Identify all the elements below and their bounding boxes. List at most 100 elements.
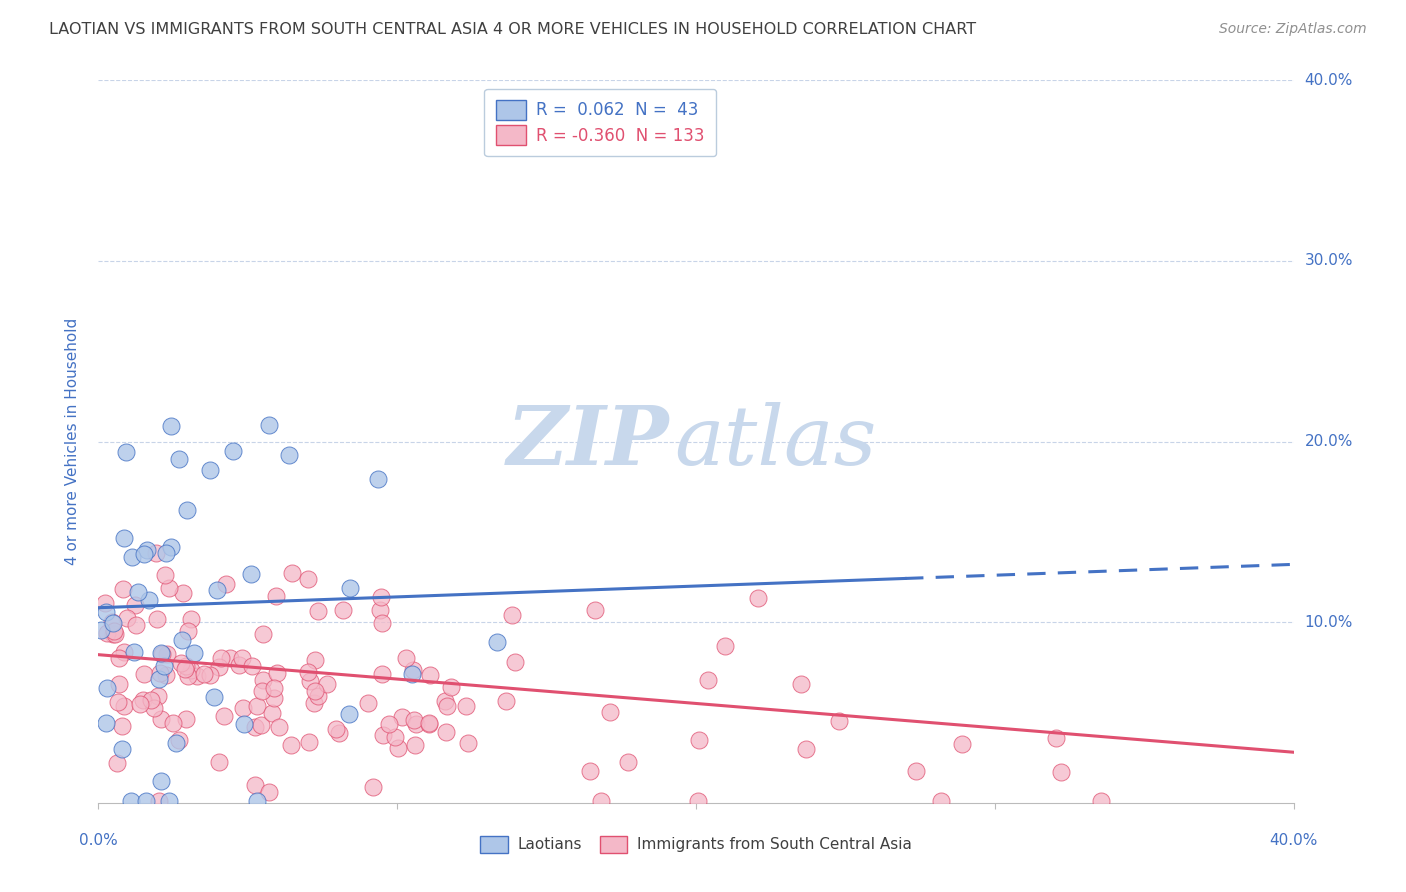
- Point: [135, 794, 157, 808]
- Point: [240, 567, 263, 582]
- Point: [90, 623, 112, 637]
- Point: [114, 445, 136, 459]
- Point: [440, 680, 463, 694]
- Point: [105, 756, 128, 770]
- Point: [264, 590, 287, 604]
- Point: [232, 717, 254, 731]
- Point: [686, 794, 709, 808]
- Point: [162, 715, 184, 730]
- Point: [332, 603, 354, 617]
- Point: [368, 603, 391, 617]
- Point: [138, 593, 160, 607]
- Text: 10.0%: 10.0%: [1305, 615, 1353, 630]
- Text: 40.0%: 40.0%: [1305, 73, 1353, 87]
- Point: [434, 725, 457, 739]
- Point: [132, 547, 155, 561]
- Point: [367, 472, 389, 486]
- Point: [150, 647, 173, 661]
- Point: [232, 700, 254, 714]
- Point: [405, 717, 427, 731]
- Point: [202, 690, 225, 704]
- Point: [167, 733, 190, 747]
- Point: [263, 691, 285, 706]
- Point: [246, 794, 269, 808]
- Point: [108, 651, 131, 665]
- Point: [157, 581, 180, 595]
- Point: [371, 616, 394, 631]
- Point: [208, 660, 231, 674]
- Point: [111, 742, 134, 756]
- Point: [231, 651, 253, 665]
- Text: 30.0%: 30.0%: [1305, 253, 1353, 268]
- Point: [281, 566, 304, 581]
- Point: [170, 656, 193, 670]
- Point: [589, 794, 612, 808]
- Point: [121, 550, 143, 565]
- Point: [308, 689, 330, 703]
- Point: [156, 647, 179, 661]
- Text: LAOTIAN VS IMMIGRANTS FROM SOUTH CENTRAL ASIA 4 OR MORE VEHICLES IN HOUSEHOLD CO: LAOTIAN VS IMMIGRANTS FROM SOUTH CENTRAL…: [49, 22, 976, 37]
- Point: [139, 693, 162, 707]
- Point: [454, 699, 477, 714]
- Point: [790, 677, 813, 691]
- Point: [395, 651, 418, 665]
- Point: [155, 668, 177, 682]
- Point: [148, 672, 170, 686]
- Point: [384, 730, 406, 744]
- Text: 0.0%: 0.0%: [79, 833, 118, 848]
- Point: [579, 764, 602, 778]
- Point: [252, 673, 274, 687]
- Legend: Laotians, Immigrants from South Central Asia: Laotians, Immigrants from South Central …: [472, 829, 920, 860]
- Point: [240, 659, 263, 673]
- Point: [120, 794, 142, 808]
- Point: [212, 709, 235, 723]
- Point: [153, 568, 176, 582]
- Point: [228, 658, 250, 673]
- Point: [136, 542, 159, 557]
- Point: [252, 627, 274, 641]
- Point: [107, 695, 129, 709]
- Point: [747, 591, 769, 606]
- Point: [828, 714, 851, 728]
- Point: [298, 674, 321, 689]
- Point: [280, 738, 302, 752]
- Point: [337, 707, 360, 722]
- Point: [107, 677, 129, 691]
- Point: [177, 668, 200, 682]
- Point: [503, 655, 526, 669]
- Text: atlas: atlas: [675, 401, 877, 482]
- Point: [103, 624, 125, 639]
- Y-axis label: 4 or more Vehicles in Household: 4 or more Vehicles in Household: [65, 318, 80, 566]
- Point: [160, 540, 183, 554]
- Point: [207, 583, 229, 598]
- Point: [404, 713, 426, 727]
- Point: [419, 667, 441, 681]
- Point: [361, 780, 384, 794]
- Point: [277, 448, 299, 462]
- Point: [198, 668, 221, 682]
- Point: [180, 663, 202, 677]
- Point: [172, 586, 194, 600]
- Point: [404, 738, 426, 752]
- Point: [267, 720, 290, 734]
- Point: [176, 503, 198, 517]
- Text: 40.0%: 40.0%: [1270, 833, 1317, 848]
- Point: [153, 659, 176, 673]
- Point: [304, 653, 326, 667]
- Text: 20.0%: 20.0%: [1305, 434, 1353, 449]
- Point: [378, 717, 401, 731]
- Point: [129, 697, 152, 711]
- Point: [174, 658, 197, 673]
- Point: [1045, 731, 1067, 745]
- Point: [328, 726, 350, 740]
- Point: [104, 627, 127, 641]
- Point: [617, 755, 640, 769]
- Point: [297, 572, 319, 586]
- Point: [307, 604, 329, 618]
- Point: [297, 665, 319, 679]
- Point: [114, 645, 136, 659]
- Point: [243, 720, 266, 734]
- Point: [127, 585, 149, 599]
- Point: [250, 718, 273, 732]
- Point: [124, 618, 146, 632]
